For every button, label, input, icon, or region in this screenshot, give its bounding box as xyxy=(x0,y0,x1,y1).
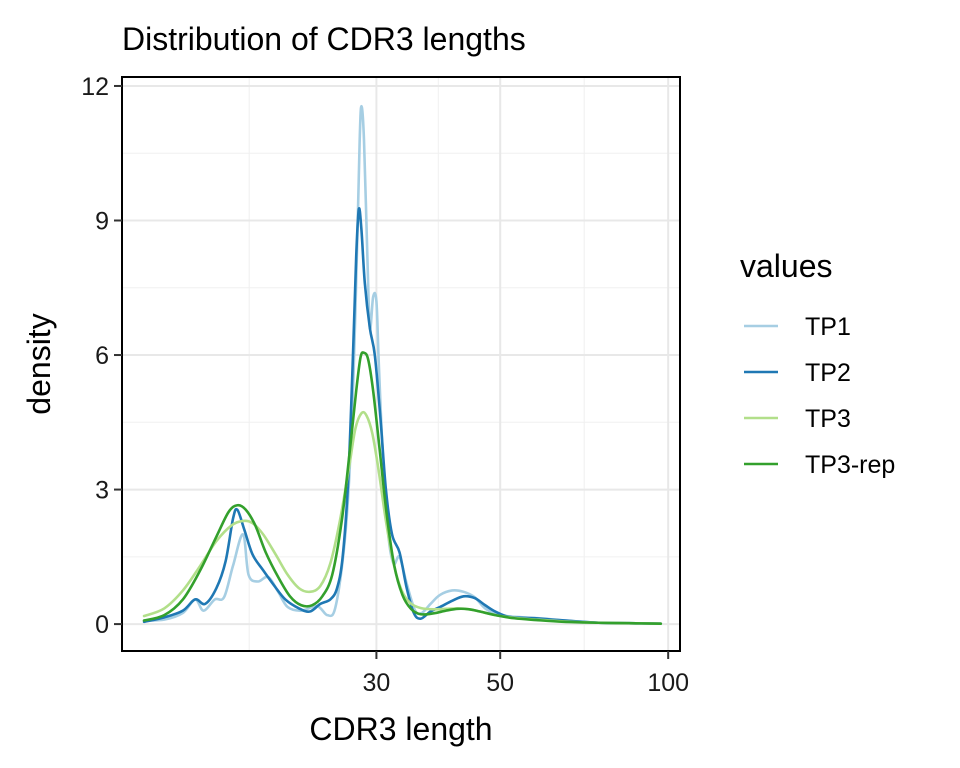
x-axis: 30 50 100 xyxy=(363,651,689,697)
y-tick-label: 9 xyxy=(95,208,109,236)
x-tick-label: 30 xyxy=(363,669,391,697)
legend-label-tp2: TP2 xyxy=(805,359,851,387)
y-tick-label: 12 xyxy=(81,73,109,101)
series-layer xyxy=(142,104,663,625)
series-line-tp3-rep xyxy=(142,351,663,625)
x-tick-label: 50 xyxy=(486,669,514,697)
y-tick-label: 6 xyxy=(95,342,109,370)
legend-label-tp3: TP3 xyxy=(805,405,851,433)
x-axis-title: CDR3 length xyxy=(309,711,492,747)
series-line-tp2 xyxy=(142,207,663,625)
chart-title: Distribution of CDR3 lengths xyxy=(122,21,526,57)
legend: values TP1 TP2 TP3 TP3-rep xyxy=(740,248,895,479)
plot-panel-border xyxy=(121,76,681,652)
legend-label-tp1: TP1 xyxy=(805,313,851,341)
y-tick-label: 3 xyxy=(95,477,109,505)
legend-label-tp3-rep: TP3-rep xyxy=(805,451,895,479)
series-line-tp1 xyxy=(142,104,663,625)
y-axis-title: density xyxy=(21,313,57,414)
legend-title: values xyxy=(740,248,833,284)
y-tick-label: 0 xyxy=(95,611,109,639)
x-tick-label: 100 xyxy=(647,669,689,697)
y-axis: 0 3 6 9 12 xyxy=(81,73,122,639)
grid-minor xyxy=(122,77,680,651)
